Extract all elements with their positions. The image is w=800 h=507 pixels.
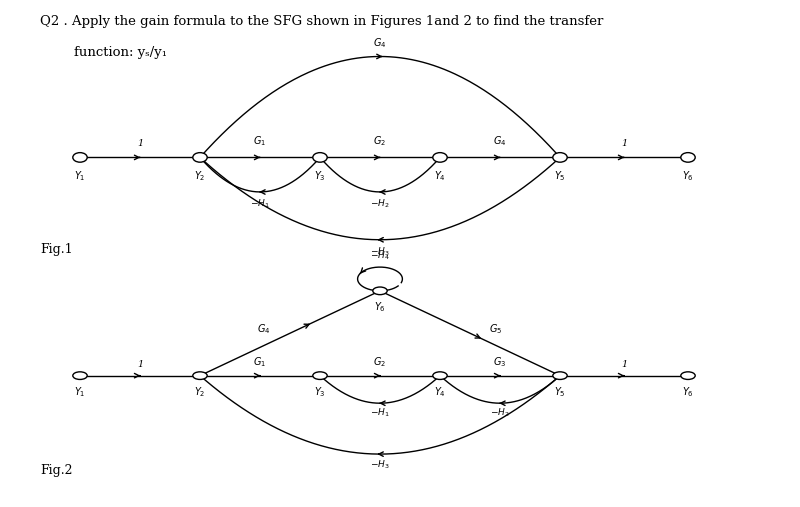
Text: $-H_1$: $-H_1$ — [370, 406, 390, 419]
Text: $G_1$: $G_1$ — [254, 134, 266, 149]
Text: $Y_2$: $Y_2$ — [194, 169, 206, 183]
Text: $-H_4$: $-H_4$ — [370, 249, 390, 262]
Text: $Y_3$: $Y_3$ — [314, 385, 326, 399]
Text: $Y_5$: $Y_5$ — [554, 169, 566, 183]
Text: $Y_5$: $Y_5$ — [554, 385, 566, 399]
Text: $-H_2$: $-H_2$ — [370, 197, 390, 210]
Circle shape — [193, 153, 207, 162]
Circle shape — [433, 153, 447, 162]
Text: $Y_4$: $Y_4$ — [434, 169, 446, 183]
Text: $Y_2$: $Y_2$ — [194, 385, 206, 399]
Text: $Y_6$: $Y_6$ — [682, 169, 694, 183]
Circle shape — [73, 153, 87, 162]
Circle shape — [553, 372, 567, 379]
Text: function: yₛ/y₁: function: yₛ/y₁ — [40, 46, 167, 59]
Text: Q2 . Apply the gain formula to the SFG shown in Figures 1and 2 to find the trans: Q2 . Apply the gain formula to the SFG s… — [40, 15, 603, 28]
Text: $Y_1$: $Y_1$ — [74, 169, 86, 183]
Text: $-H_3$: $-H_3$ — [370, 458, 390, 471]
Text: $Y_4$: $Y_4$ — [434, 385, 446, 399]
Text: $G_4$: $G_4$ — [374, 37, 386, 50]
Circle shape — [681, 372, 695, 379]
Text: $G_4$: $G_4$ — [258, 322, 271, 336]
Text: $-H_3$: $-H_3$ — [370, 245, 390, 258]
Circle shape — [373, 287, 387, 295]
Text: 1: 1 — [621, 139, 627, 149]
Text: $G_3$: $G_3$ — [494, 355, 506, 369]
Text: 1: 1 — [137, 139, 143, 149]
Text: Fig.2: Fig.2 — [40, 464, 73, 478]
Text: $Y_1$: $Y_1$ — [74, 385, 86, 399]
Circle shape — [313, 372, 327, 379]
Text: $Y_6$: $Y_6$ — [682, 385, 694, 399]
Text: $G_4$: $G_4$ — [494, 134, 506, 149]
Text: 1: 1 — [137, 360, 143, 369]
Text: $Y_3$: $Y_3$ — [314, 169, 326, 183]
Circle shape — [681, 153, 695, 162]
Text: 1: 1 — [621, 360, 627, 369]
Text: $G_2$: $G_2$ — [374, 355, 386, 369]
Text: $G_5$: $G_5$ — [489, 322, 502, 336]
Circle shape — [313, 153, 327, 162]
Text: $Y_6$: $Y_6$ — [374, 300, 386, 314]
Text: Fig.1: Fig.1 — [40, 243, 73, 256]
Circle shape — [433, 372, 447, 379]
Text: $G_1$: $G_1$ — [254, 355, 266, 369]
Circle shape — [73, 372, 87, 379]
Text: $-H_2$: $-H_2$ — [490, 406, 510, 419]
Text: $G_2$: $G_2$ — [374, 134, 386, 149]
Circle shape — [193, 372, 207, 379]
Text: $-H_1$: $-H_1$ — [250, 197, 270, 210]
Circle shape — [553, 153, 567, 162]
